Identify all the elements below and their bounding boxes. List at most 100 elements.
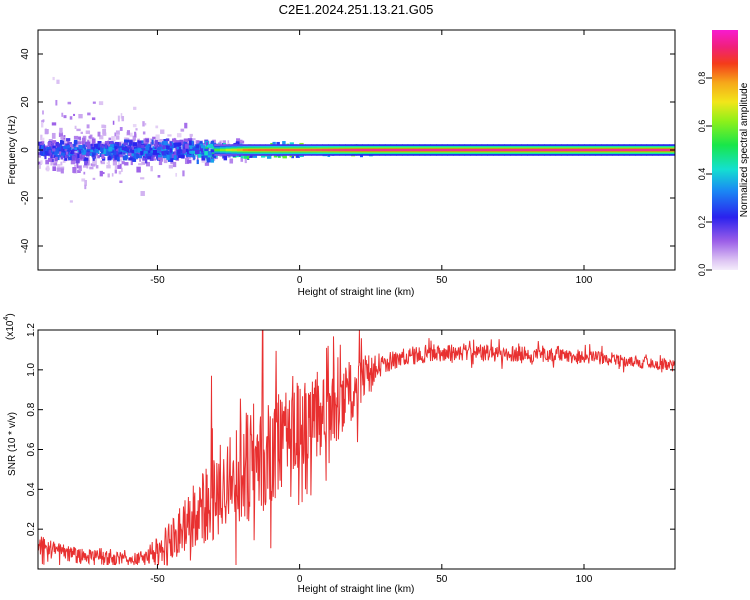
spectrogram-cell	[151, 139, 154, 145]
spectrogram-cell	[49, 146, 54, 151]
spectrogram-cell	[182, 149, 186, 154]
spectrogram-cell	[114, 146, 118, 150]
spectrogram-line-cell	[419, 149, 426, 151]
snr-y-axis-label: SNR (10 * v/v)	[7, 412, 18, 476]
spectrogram-noise-cell	[167, 134, 172, 137]
spectrogram-cell	[133, 145, 138, 151]
snr-x-ticks: -50 0 50 100	[150, 330, 593, 585]
spectrogram-cell	[114, 155, 119, 160]
spectrogram-cell	[79, 156, 82, 160]
spectrogram-line-cell	[504, 149, 511, 151]
spectrogram-noise-cell	[240, 156, 244, 162]
spectrogram-line-cell	[470, 149, 477, 151]
spectrogram-line-cell	[231, 149, 238, 151]
spectrogram-cell	[282, 141, 286, 147]
spectrogram-noise-cell	[121, 116, 125, 122]
spectrogram-noise-cell	[114, 132, 117, 137]
spectrogram-cell	[210, 149, 215, 153]
spectrogram-line-cell	[242, 149, 249, 151]
spectrogram-cell	[200, 145, 206, 149]
spectrogram-noise-cell	[182, 170, 185, 177]
spectrogram-cell	[136, 150, 141, 156]
colorbar-label: Normalized spectral amplitude	[739, 82, 750, 217]
spectrogram-cell	[86, 141, 91, 146]
spectrogram-noise-cell	[180, 128, 185, 132]
spectrogram-cell	[96, 147, 101, 151]
spectrogram-line-cell	[657, 149, 665, 151]
spectrogram-noise-cell	[40, 121, 44, 128]
spectrogram-noise-cell	[168, 164, 173, 169]
spectrogram-cell	[194, 150, 200, 155]
spectrogram-cell	[74, 147, 78, 150]
spectrogram-line-cell	[629, 149, 636, 151]
spectrogram-cell	[171, 142, 174, 147]
spectrogram-noise-cell	[155, 134, 160, 140]
spectrogram-cell	[185, 147, 189, 153]
snr-y-scale-label: (x104)	[3, 313, 16, 340]
spectrogram-noise-cell	[189, 133, 193, 137]
spectrogram-cell	[162, 153, 167, 159]
y-tick-label: 0.8	[26, 402, 37, 416]
spectrogram-cell	[70, 150, 74, 154]
spectrogram-cell	[211, 156, 214, 160]
spectrogram-cell	[142, 147, 147, 152]
colorbar-gradient	[712, 30, 738, 270]
spectrogram-line-cell	[328, 149, 335, 151]
spectrogram-noise-cell	[92, 158, 97, 165]
spectrogram-noise-cell	[120, 113, 123, 119]
spectrogram-cell	[195, 144, 199, 149]
spectrogram-cell	[67, 156, 71, 160]
spectrogram-noise-cell	[113, 137, 116, 141]
spectrogram-noise-cell	[78, 165, 82, 172]
spectrogram-cell	[130, 146, 135, 150]
snr-plot-area	[38, 330, 675, 566]
spectrogram-noise-cell	[191, 138, 196, 141]
y-tick-label: 0.2	[26, 522, 37, 536]
spectrogram-noise-cell	[92, 177, 96, 180]
spectrogram-cell	[113, 148, 116, 152]
spectrogram-noise-cell	[140, 177, 145, 180]
spectrogram-cell	[73, 152, 77, 155]
spectrogram-cell	[162, 145, 166, 150]
spectrogram-noise-cell	[112, 160, 118, 166]
spectrogram-noise-cell	[50, 160, 53, 166]
spectrogram-cell	[59, 140, 65, 145]
spectrogram-cell	[107, 156, 112, 161]
spectrogram-noise-cell	[53, 160, 58, 166]
spectrogram-noise-cell	[121, 167, 123, 172]
spectrogram-cell	[185, 151, 188, 155]
spectrogram-cell	[72, 149, 75, 154]
spectrogram-cell	[210, 140, 214, 145]
spectrogram-noise-cell	[129, 132, 133, 137]
spectrogram-cell	[86, 145, 91, 150]
spectrogram-line-cell	[396, 149, 403, 151]
spectrogram-noise-cell	[133, 106, 137, 110]
spectrogram-cell	[200, 149, 204, 153]
spectrogram-noise-cell	[76, 169, 81, 173]
spectrogram-noise-cell	[138, 163, 143, 166]
spectrogram-cell	[84, 148, 87, 152]
spectrogram-noise-cell	[56, 79, 60, 84]
spectrogram-line-cell	[532, 149, 539, 151]
spectrogram-cell	[146, 153, 149, 159]
spectrogram-cell	[51, 141, 55, 146]
spectrogram-line-cell	[214, 149, 221, 151]
spectrogram-cell	[101, 154, 105, 159]
spectrogram-line-cell	[589, 149, 596, 151]
spectrogram-cell	[85, 158, 88, 164]
spectrogram-cell	[48, 149, 52, 154]
spectrogram-noise-cell	[175, 172, 178, 177]
spectrogram-line-cell	[333, 149, 340, 151]
spectrogram-cell	[54, 152, 58, 156]
spectrogram-noise-cell	[111, 136, 116, 142]
spectrogram-line-cell	[578, 149, 585, 151]
spectrogram-cell	[55, 148, 59, 154]
spectrogram-cell	[163, 150, 166, 155]
colorbar-tick-label: 0.4	[697, 168, 707, 181]
snr-plot-frame	[37, 329, 676, 570]
spectrogram-cell	[47, 141, 52, 146]
spectrogram-noise-cell	[172, 161, 177, 168]
spectrogram-noise-cell	[81, 178, 86, 182]
spectrogram-cell	[170, 158, 174, 163]
spectrogram-noise-cell	[132, 124, 137, 128]
